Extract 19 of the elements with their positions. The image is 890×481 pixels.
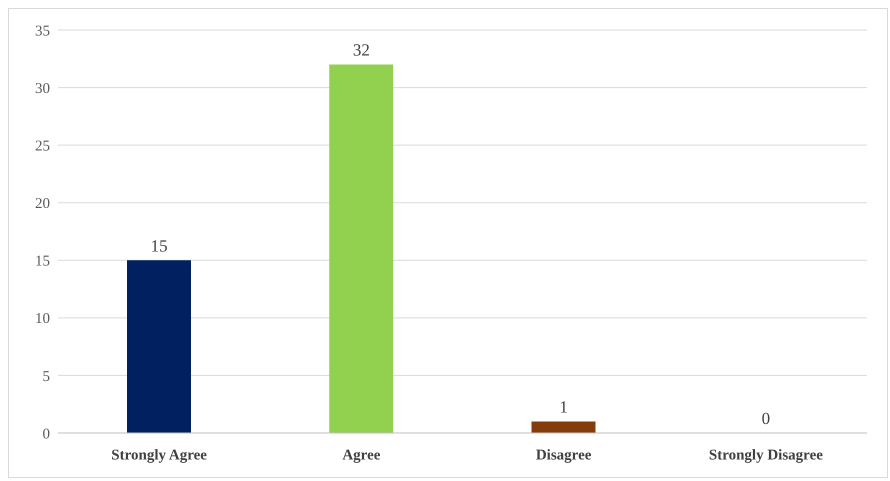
x-tick-label: Disagree (536, 448, 592, 464)
data-label: 1 (559, 397, 568, 416)
y-tick-label: 5 (42, 368, 50, 385)
y-tick-label: 10 (35, 311, 50, 328)
bar (127, 260, 191, 433)
y-tick-label: 0 (42, 426, 50, 442)
x-tick-label: Strongly Agree (111, 448, 208, 464)
data-label: 0 (762, 409, 770, 428)
x-tick-label: Strongly Disagree (708, 448, 824, 464)
y-tick-label: 20 (35, 196, 50, 212)
data-label: 32 (352, 40, 370, 60)
bar (329, 64, 394, 433)
data-label: 15 (150, 236, 168, 256)
y-tick-label: 15 (35, 254, 50, 270)
y-tick-label: 25 (35, 138, 50, 154)
x-tick-label: Agree (342, 448, 381, 464)
bar (532, 421, 596, 433)
y-tick-label: 35 (35, 23, 50, 40)
y-tick-label: 30 (35, 80, 50, 97)
